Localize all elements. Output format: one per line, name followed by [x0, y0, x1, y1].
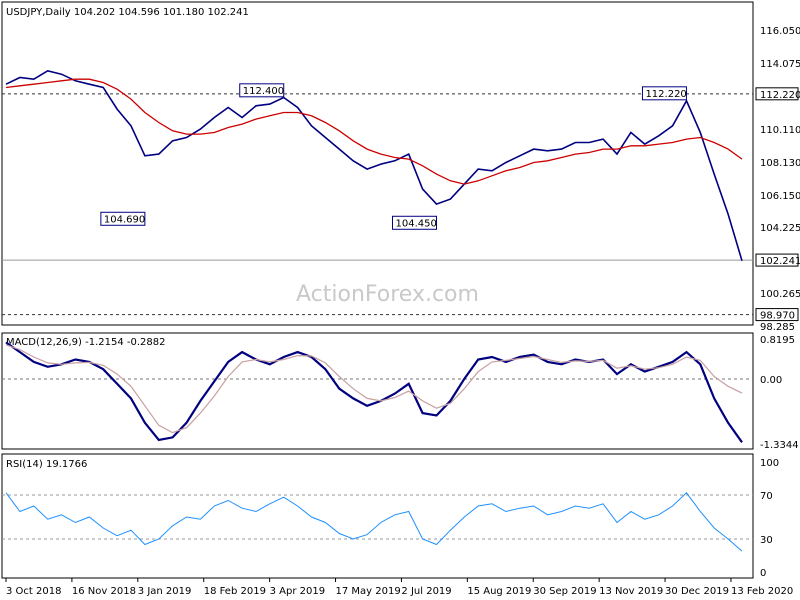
price-y-tick: 102.241	[760, 256, 800, 267]
rsi-series-group	[2, 492, 753, 552]
x-tick-label: 30 Dec 2019	[665, 586, 729, 597]
rsi-y-tick: 100	[760, 458, 779, 469]
x-tick-label: 2 Jul 2019	[401, 586, 451, 597]
annotation-label: 112.220	[645, 89, 686, 100]
annotation-box	[641, 86, 687, 101]
price-panel	[1, 1, 754, 326]
macd-panel	[1, 332, 754, 450]
x-tick-label: 16 Nov 2018	[72, 586, 136, 597]
macd-series-group	[2, 341, 753, 443]
price-tag-box	[755, 253, 799, 267]
x-tick-label: 17 May 2019	[336, 586, 401, 597]
price-y-tick: 106.150	[760, 191, 800, 202]
macd-title: MACD(12,26,9) -1.2154 -0.2882	[6, 337, 166, 348]
rsi-y-tick: 30	[760, 535, 773, 546]
price-tag-box	[755, 308, 799, 322]
macd-signal-line	[5, 344, 743, 434]
macd-y-tick: -1.3344	[760, 440, 799, 451]
annotation-label: 104.450	[395, 218, 436, 229]
price-y-tick: 112.220	[760, 90, 800, 101]
x-tick-label: 3 Oct 2018	[6, 586, 61, 597]
watermark: ActionForex.com	[296, 282, 479, 307]
x-tick-label: 13 Nov 2019	[599, 586, 663, 597]
rsi-line	[5, 492, 743, 552]
macd-line	[5, 341, 743, 443]
axis-group: 116.050 114.075 112.220 110.110 108.130 106.1…	[5, 26, 800, 597]
macd-y-tick: 0.8195	[760, 335, 795, 346]
price-y-tick: 110.110	[760, 125, 800, 136]
x-tick-label: 18 Feb 2019	[204, 586, 266, 597]
price-y-tick: 98.970	[760, 311, 795, 322]
x-tick-label: 3 Apr 2019	[270, 586, 325, 597]
annotation-box	[239, 83, 285, 98]
price-y-tick: 98.285	[760, 322, 795, 333]
x-tick-label: 3 Jan 2019	[138, 586, 192, 597]
price-y-tick: 116.050	[760, 26, 800, 37]
annotation-box	[391, 215, 437, 230]
rsi-title: RSI(14) 19.1766	[6, 459, 87, 470]
annotation-box	[100, 211, 146, 226]
price-y-tick: 108.130	[760, 158, 800, 169]
price-series-group: 112.400 104.690 104.450 112.220	[2, 69, 753, 316]
rsi-y-tick: 0	[760, 568, 766, 579]
x-tick-label: 30 Sep 2019	[533, 586, 596, 597]
price-y-tick: 114.075	[760, 59, 800, 70]
price-y-tick: 104.225	[760, 223, 800, 234]
price-tag-box	[755, 87, 799, 101]
price-title: USDJPY,Daily 104.202 104.596 101.180 102…	[6, 7, 249, 18]
price-y-tick: 100.265	[760, 289, 800, 300]
rsi-panel	[1, 453, 754, 579]
x-tick-label: 15 Aug 2019	[467, 586, 531, 597]
annotation-label: 104.690	[104, 214, 145, 225]
x-tick-label: 13 Feb 2020	[731, 586, 793, 597]
ma-line	[5, 78, 743, 185]
annotation-label: 112.400	[243, 86, 284, 97]
price-line	[5, 69, 743, 262]
macd-y-tick: 0.00	[760, 375, 782, 386]
rsi-y-tick: 70	[760, 491, 773, 502]
